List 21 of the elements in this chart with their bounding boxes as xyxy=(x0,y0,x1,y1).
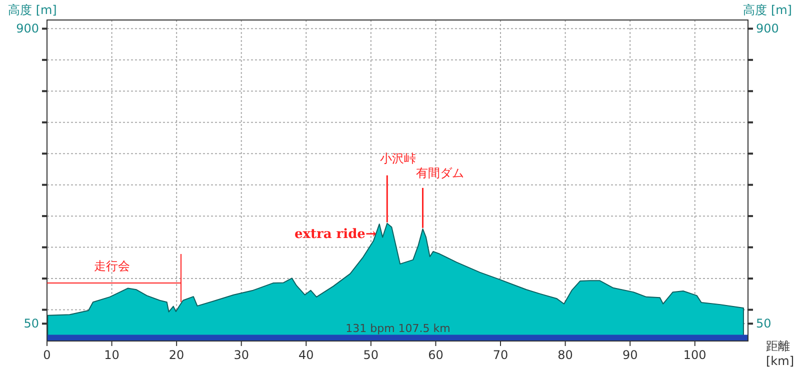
y2-tick-label: 50 xyxy=(756,316,772,331)
x-tick-label: 100 xyxy=(683,348,706,362)
y-axis-title: 高度 [m] xyxy=(8,3,57,17)
x-tick-label: 60 xyxy=(428,348,444,362)
x-tick-label: 40 xyxy=(298,348,314,362)
x-tick-label: 90 xyxy=(622,348,638,362)
annotation: 有間ダム xyxy=(416,166,464,180)
x-tick-label: 50 xyxy=(363,348,379,362)
x-tick-label: 30 xyxy=(234,348,250,362)
annotation: 小沢峠 xyxy=(380,151,416,166)
y2-axis-title: 高度 [m] xyxy=(743,3,792,17)
annotation: 走行会 xyxy=(94,259,130,273)
annotation: 131 bpm 107.5 km xyxy=(346,322,450,335)
x-tick-label: 10 xyxy=(104,348,120,362)
annotation: extra ride→ xyxy=(294,227,376,242)
x-tick-label: 80 xyxy=(558,348,573,362)
x-tick-label: 0 xyxy=(43,348,51,362)
x-tick-label: 70 xyxy=(492,348,508,362)
x-tick-label: 20 xyxy=(168,348,184,362)
x-axis-title: 距離 [km] xyxy=(766,339,794,368)
y2-tick-label: 900 xyxy=(756,22,779,36)
